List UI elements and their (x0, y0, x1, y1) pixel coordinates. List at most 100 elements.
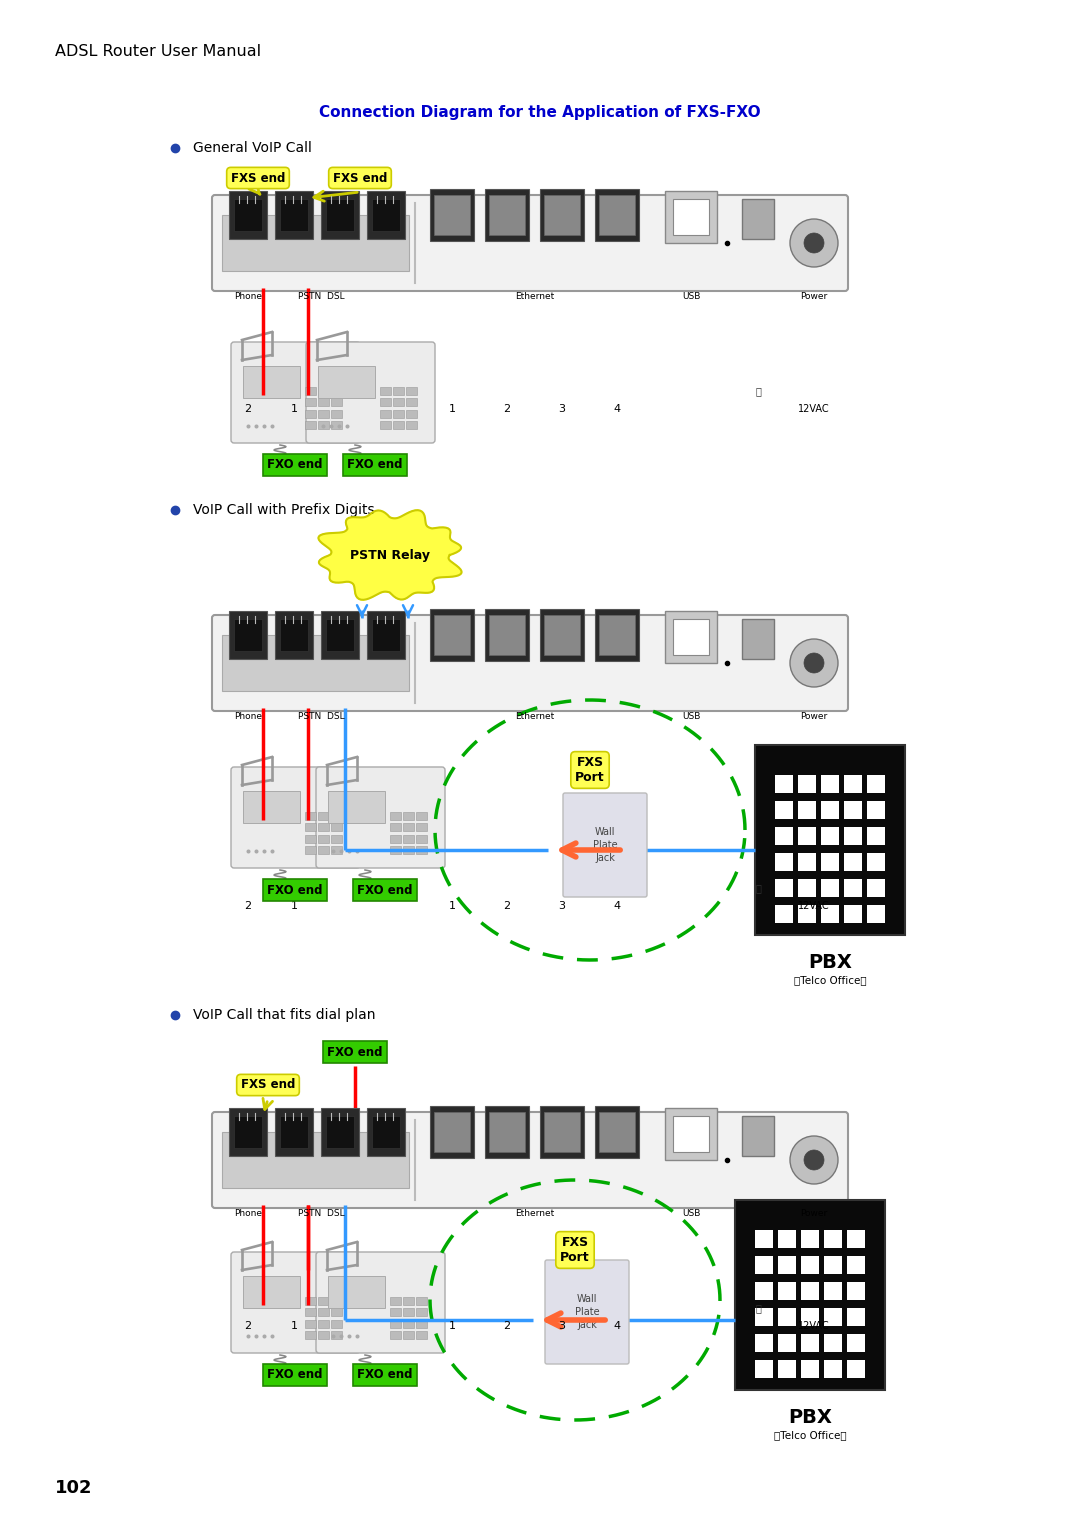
FancyBboxPatch shape (372, 199, 400, 231)
FancyBboxPatch shape (847, 1257, 865, 1274)
FancyBboxPatch shape (390, 1309, 401, 1316)
Circle shape (789, 218, 838, 267)
FancyBboxPatch shape (599, 615, 635, 655)
FancyBboxPatch shape (416, 1296, 427, 1306)
FancyBboxPatch shape (821, 802, 839, 818)
FancyBboxPatch shape (775, 854, 793, 870)
FancyBboxPatch shape (403, 1309, 414, 1316)
Text: （Telco Office）: （Telco Office） (794, 976, 866, 985)
FancyBboxPatch shape (229, 1107, 267, 1156)
FancyBboxPatch shape (847, 1309, 865, 1325)
FancyBboxPatch shape (843, 880, 862, 896)
FancyBboxPatch shape (434, 1112, 470, 1153)
Text: 2: 2 (244, 1321, 252, 1332)
Text: FXS end: FXS end (241, 1078, 295, 1092)
FancyBboxPatch shape (326, 618, 354, 651)
FancyBboxPatch shape (540, 1106, 584, 1157)
FancyBboxPatch shape (318, 1296, 329, 1306)
FancyBboxPatch shape (742, 618, 774, 658)
Text: PBX: PBX (808, 953, 852, 973)
Text: FXO end: FXO end (357, 884, 413, 896)
FancyBboxPatch shape (867, 776, 885, 793)
Text: 12VAC: 12VAC (798, 1321, 829, 1332)
Text: 1: 1 (448, 901, 456, 912)
FancyBboxPatch shape (321, 611, 359, 658)
FancyBboxPatch shape (595, 1106, 639, 1157)
FancyBboxPatch shape (599, 1112, 635, 1153)
Text: 1: 1 (291, 1321, 297, 1332)
FancyBboxPatch shape (798, 802, 816, 818)
FancyBboxPatch shape (326, 199, 354, 231)
Text: 2: 2 (503, 405, 511, 414)
FancyBboxPatch shape (316, 767, 445, 867)
FancyBboxPatch shape (801, 1257, 819, 1274)
Text: VoIP Call with Prefix Digits: VoIP Call with Prefix Digits (193, 502, 375, 518)
FancyBboxPatch shape (416, 1332, 427, 1339)
FancyBboxPatch shape (318, 1332, 329, 1339)
FancyBboxPatch shape (305, 421, 316, 429)
FancyBboxPatch shape (321, 1107, 359, 1156)
FancyBboxPatch shape (544, 195, 580, 235)
FancyBboxPatch shape (489, 1112, 525, 1153)
FancyBboxPatch shape (318, 1309, 329, 1316)
FancyBboxPatch shape (321, 191, 359, 238)
FancyBboxPatch shape (563, 793, 647, 896)
FancyBboxPatch shape (403, 835, 414, 843)
FancyBboxPatch shape (316, 1252, 445, 1353)
FancyBboxPatch shape (318, 366, 376, 399)
Text: 4: 4 (613, 1321, 621, 1332)
FancyBboxPatch shape (434, 615, 470, 655)
FancyBboxPatch shape (416, 1309, 427, 1316)
FancyBboxPatch shape (330, 823, 342, 831)
FancyBboxPatch shape (673, 618, 708, 655)
FancyBboxPatch shape (755, 1361, 773, 1377)
Text: FXS end: FXS end (231, 171, 285, 185)
FancyBboxPatch shape (847, 1231, 865, 1248)
FancyBboxPatch shape (755, 1231, 773, 1248)
Polygon shape (319, 510, 461, 600)
Text: Ⓘ: Ⓘ (755, 884, 761, 893)
FancyBboxPatch shape (328, 1277, 386, 1309)
FancyBboxPatch shape (280, 618, 308, 651)
FancyBboxPatch shape (305, 411, 316, 418)
FancyBboxPatch shape (305, 1332, 316, 1339)
FancyBboxPatch shape (380, 399, 391, 406)
FancyBboxPatch shape (755, 1309, 773, 1325)
Text: PSTN  DSL: PSTN DSL (298, 292, 345, 301)
Text: Ethernet: Ethernet (515, 292, 554, 301)
Text: Ⓘ: Ⓘ (755, 386, 761, 397)
Text: Ethernet: Ethernet (515, 1209, 554, 1219)
Text: 1: 1 (291, 901, 297, 912)
Text: 1: 1 (448, 405, 456, 414)
FancyBboxPatch shape (403, 1332, 414, 1339)
FancyBboxPatch shape (222, 635, 409, 692)
FancyBboxPatch shape (403, 823, 414, 831)
FancyBboxPatch shape (824, 1361, 842, 1377)
Text: 2: 2 (503, 1321, 511, 1332)
FancyBboxPatch shape (390, 846, 401, 854)
FancyBboxPatch shape (305, 1296, 316, 1306)
FancyBboxPatch shape (372, 618, 400, 651)
FancyBboxPatch shape (393, 421, 404, 429)
FancyBboxPatch shape (673, 1116, 708, 1151)
FancyBboxPatch shape (798, 854, 816, 870)
FancyBboxPatch shape (430, 609, 474, 661)
Text: 4: 4 (613, 901, 621, 912)
FancyBboxPatch shape (801, 1335, 819, 1351)
FancyBboxPatch shape (275, 191, 313, 238)
FancyBboxPatch shape (305, 399, 316, 406)
FancyBboxPatch shape (380, 411, 391, 418)
FancyBboxPatch shape (843, 854, 862, 870)
FancyBboxPatch shape (305, 846, 316, 854)
FancyBboxPatch shape (599, 195, 635, 235)
FancyBboxPatch shape (275, 611, 313, 658)
FancyBboxPatch shape (775, 828, 793, 844)
Text: PBX: PBX (788, 1408, 832, 1428)
FancyBboxPatch shape (243, 1277, 300, 1309)
FancyBboxPatch shape (665, 191, 717, 243)
Text: PSTN Relay: PSTN Relay (350, 548, 430, 562)
FancyBboxPatch shape (544, 1112, 580, 1153)
Text: ADSL Router User Manual: ADSL Router User Manual (55, 44, 261, 60)
Circle shape (789, 1136, 838, 1183)
FancyBboxPatch shape (775, 880, 793, 896)
